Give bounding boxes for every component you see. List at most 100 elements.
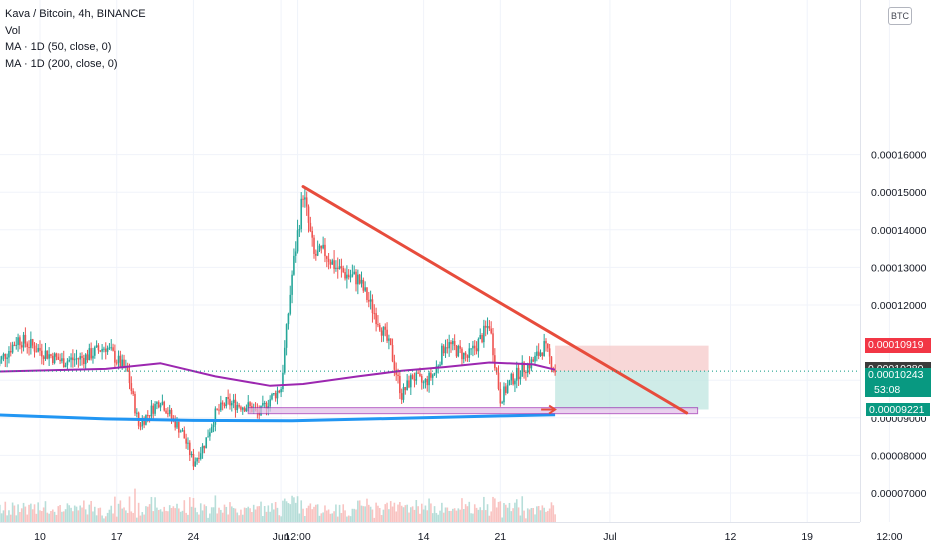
candle-body	[411, 375, 414, 380]
candle-body	[331, 260, 334, 265]
position-zones	[555, 345, 709, 410]
chart-legend: Kava / Bitcoin, 4h, BINANCE Vol MA · 1D …	[5, 6, 146, 72]
volume-bar	[79, 505, 81, 522]
volume-bar	[231, 506, 233, 522]
candle-body	[371, 299, 374, 314]
volume-bar	[130, 511, 133, 522]
volume-bar	[545, 511, 547, 522]
volume-bar	[315, 504, 317, 522]
candle-body	[501, 402, 503, 404]
candle-body	[79, 356, 81, 360]
volume-bar	[415, 500, 418, 522]
volume-bar	[136, 517, 138, 522]
volume-bar	[196, 512, 198, 522]
volume-bar	[307, 505, 310, 522]
candle-body	[170, 409, 173, 419]
volume-bar	[28, 504, 30, 522]
volume-bar	[86, 514, 89, 522]
volume-bar	[291, 495, 293, 522]
volume-indicator-label[interactable]: Vol	[5, 24, 21, 37]
volume-bar	[386, 502, 388, 522]
candle-body	[119, 355, 122, 368]
candle-body	[347, 274, 350, 277]
candle-body	[285, 324, 288, 348]
volume-bar	[30, 503, 32, 522]
candle-body	[346, 274, 348, 279]
volume-bar	[358, 500, 361, 522]
volume-bar	[8, 510, 10, 522]
candle-body	[419, 373, 421, 376]
symbol-title[interactable]: Kava / Bitcoin, 4h, BINANCE	[5, 8, 146, 20]
volume-bar	[267, 505, 270, 522]
candle-body	[238, 405, 240, 407]
candle-body	[9, 350, 12, 353]
volume-bar	[280, 516, 282, 522]
volume-bar	[371, 509, 374, 522]
volume-bar	[141, 512, 144, 522]
price-tick-label: 0.00014000	[871, 225, 927, 237]
volume-bar	[388, 509, 390, 522]
volume-bar	[399, 502, 401, 522]
candle-body	[141, 419, 144, 427]
currency-badge[interactable]: BTC	[888, 7, 912, 25]
volume-bar	[0, 504, 1, 522]
time-tick-label: 12	[725, 531, 737, 543]
candle-body	[282, 372, 284, 390]
volume-bar	[294, 502, 297, 522]
volume-bar	[528, 509, 531, 522]
candle-body	[457, 345, 460, 357]
volume-bar	[325, 510, 328, 522]
candle-body	[276, 390, 279, 399]
volume-bar	[462, 508, 465, 522]
candle-body	[399, 376, 401, 394]
volume-bar	[311, 509, 313, 522]
volume-bar	[431, 513, 434, 522]
ma200-indicator-label[interactable]: MA · 1D (200, close, 0)	[5, 57, 118, 70]
candle-body	[479, 335, 482, 339]
candle-body	[2, 353, 5, 357]
candle-body	[99, 350, 102, 352]
price-tick-label: 0.00012000	[871, 300, 927, 312]
volume-bar	[241, 514, 244, 522]
volume-bar	[137, 502, 140, 522]
volume-bar	[441, 502, 443, 522]
candle-body	[439, 364, 441, 366]
volume-bar	[194, 507, 197, 522]
candle-body	[68, 359, 71, 362]
candle-body	[420, 375, 423, 383]
candle-body	[22, 334, 25, 348]
volume-bar	[161, 511, 164, 522]
volume-bar	[362, 506, 365, 522]
volume-bar	[72, 511, 74, 522]
candle-body	[130, 383, 133, 391]
volume-bar	[397, 504, 399, 522]
candle-body	[19, 337, 21, 346]
candle-body	[514, 380, 516, 385]
candle-body	[26, 343, 29, 348]
volume-bar	[453, 508, 456, 522]
candle-body	[94, 347, 96, 356]
volume-bar	[364, 506, 366, 522]
ma200-line	[0, 413, 556, 423]
candle-body	[227, 397, 229, 399]
candle-body	[459, 345, 461, 349]
price-tick-label: 0.00008000	[871, 450, 927, 462]
volume-bar	[50, 510, 52, 522]
candle-body	[444, 347, 447, 354]
candle-body	[483, 325, 485, 343]
volume-bar	[309, 503, 312, 522]
volume-bar	[536, 506, 538, 522]
volume-bar	[185, 512, 187, 522]
volume-bar	[249, 508, 251, 522]
candle-body	[293, 255, 295, 275]
volume-bar	[428, 498, 430, 522]
ma50-indicator-label[interactable]: MA · 1D (50, close, 0)	[5, 41, 112, 53]
volume-bar	[523, 510, 525, 522]
volume-bar	[539, 510, 542, 522]
candle-body	[232, 399, 235, 403]
volume-bar	[148, 504, 151, 522]
volume-bar	[150, 496, 153, 522]
volume-bar	[333, 511, 335, 522]
volume-bar	[406, 504, 408, 522]
